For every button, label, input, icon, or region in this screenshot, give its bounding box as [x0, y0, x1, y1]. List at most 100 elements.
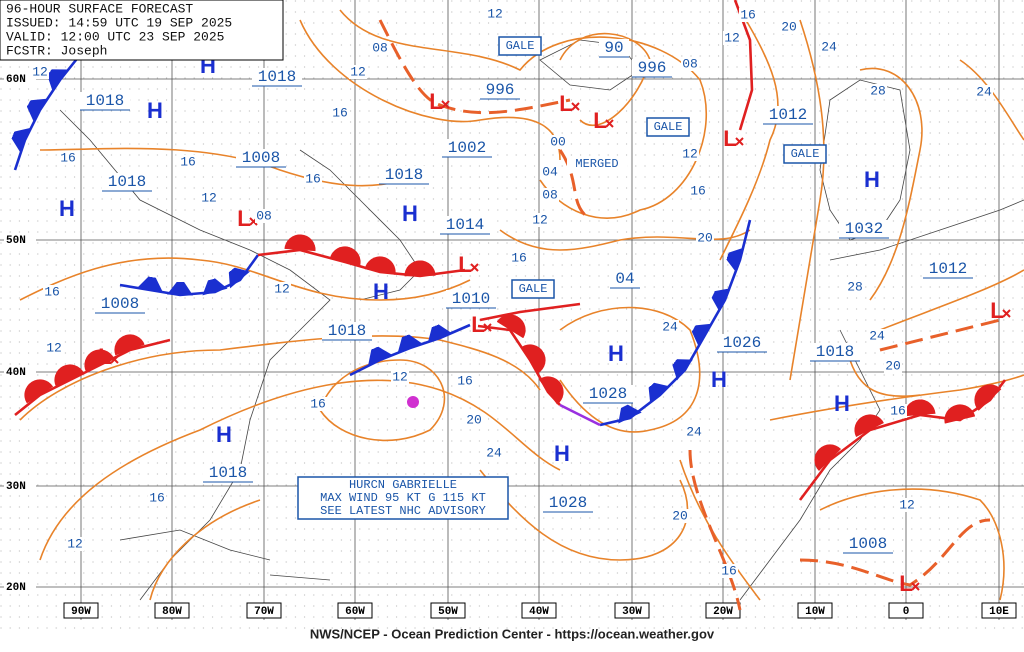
low-symbol: L — [559, 91, 572, 116]
isobar-label-bg — [179, 155, 197, 169]
low-symbol: L — [990, 298, 1003, 323]
isobar-label: 24 — [821, 39, 837, 54]
isobar-label: 16 — [305, 171, 321, 186]
isobar-label: 24 — [869, 328, 885, 343]
isobar-label: 04 — [542, 164, 558, 179]
center-pressure: 1012 — [769, 106, 807, 124]
isobar-label-bg — [780, 20, 798, 34]
low-symbol: L — [593, 108, 606, 133]
pressure-label-box — [252, 68, 302, 86]
longitude-label-box — [430, 602, 466, 619]
isobar-label-bg — [255, 209, 273, 223]
isobar-label: 16 — [740, 7, 756, 22]
pressure-label-box — [599, 39, 629, 57]
isobar-label: 24 — [486, 445, 502, 460]
isobar-label-bg — [541, 165, 559, 179]
low-symbol: L — [429, 89, 442, 114]
isobar-label: 00 — [550, 134, 566, 149]
latitude-label-box — [4, 479, 36, 493]
isobar-label: 28 — [847, 279, 863, 294]
pressure-label-box — [236, 149, 286, 167]
footer-band — [0, 630, 1024, 652]
isobar-label: 16 — [44, 284, 60, 299]
longitude-label-box — [614, 602, 650, 619]
pressure-label-box — [95, 295, 145, 313]
isobar-label: 16 — [890, 403, 906, 418]
low-symbol: L — [98, 344, 111, 369]
center-pressure: 04 — [615, 270, 634, 288]
pressure-label-box — [480, 81, 520, 99]
isobar-label-bg — [43, 285, 61, 299]
center-pressure: 1018 — [258, 68, 296, 86]
longitude-label: 90W — [71, 606, 91, 618]
isobar-label-bg — [456, 374, 474, 388]
footer: NWS/NCEP - Ocean Prediction Center - htt… — [310, 626, 715, 641]
hurricane-text: MAX WIND 95 KT G 115 KT — [320, 491, 486, 505]
longitude-label-box — [337, 602, 373, 619]
low-center-cross — [470, 263, 479, 272]
pressure-label-box — [442, 139, 492, 157]
longitude-label: 20W — [713, 606, 733, 618]
longitude-label: 30W — [622, 606, 642, 618]
isobar-label-bg — [868, 329, 886, 343]
latitude-label: 60N — [6, 74, 26, 86]
latitude-label-box — [4, 580, 36, 594]
isobar-label-bg — [465, 413, 483, 427]
isobar-label: 16 — [457, 373, 473, 388]
isobar-label-bg — [685, 425, 703, 439]
center-pressure: 1008 — [101, 295, 139, 313]
low-center-cross — [911, 582, 920, 591]
isobar-label-bg — [975, 85, 993, 99]
isobar-label: 20 — [885, 358, 901, 373]
isobar-label: 20 — [781, 19, 797, 34]
low-symbol: L — [723, 126, 736, 151]
longitude-label: 60W — [345, 606, 365, 618]
isobar-label: 08 — [372, 40, 388, 55]
isobar-label: 12 — [274, 281, 290, 296]
isobar-label: 12 — [350, 64, 366, 79]
merged-note: MERGED — [575, 157, 618, 171]
isobar-label: 12 — [899, 497, 915, 512]
longitude-label: 10W — [805, 606, 825, 618]
warning-label: GALE — [791, 147, 820, 161]
longitude-label-box — [797, 602, 833, 619]
pressure-label-box — [102, 173, 152, 191]
low-center-cross — [1002, 309, 1011, 318]
center-pressure: 1018 — [108, 173, 146, 191]
isobar-label-bg — [331, 106, 349, 120]
isobar-label-bg — [723, 31, 741, 45]
warning-box — [783, 144, 827, 164]
longitude-label: 80W — [162, 606, 182, 618]
isobar-label: 12 — [201, 190, 217, 205]
pressure-label-box — [717, 334, 767, 352]
isobar-label: 12 — [532, 212, 548, 227]
center-pressure: 996 — [638, 59, 667, 77]
isobar-label: 20 — [697, 230, 713, 245]
pressure-label-box — [80, 92, 130, 110]
latitude-label: 50N — [6, 235, 26, 247]
longitude-label-box — [705, 602, 741, 619]
isobar-label-bg — [486, 7, 504, 21]
isobar-label-bg — [884, 359, 902, 373]
header-box — [0, 0, 284, 61]
low-symbol: L — [458, 252, 471, 277]
isobar-label-bg — [661, 320, 679, 334]
isobar-label: 28 — [870, 83, 886, 98]
isobar-label: 08 — [682, 56, 698, 71]
center-pressure: 1008 — [849, 535, 887, 553]
merged-bg — [567, 156, 627, 172]
pressure-label-box — [583, 385, 633, 403]
longitude-label: 0 — [903, 606, 910, 618]
warning-box — [498, 36, 542, 56]
longitude-label: 50W — [438, 606, 458, 618]
pressure-label-box — [446, 290, 496, 308]
center-pressure: 1018 — [86, 92, 124, 110]
isobar-label-bg — [371, 41, 389, 55]
pressure-label-box — [203, 464, 253, 482]
isobar-label-bg — [689, 184, 707, 198]
high-symbol: H — [59, 196, 75, 221]
isobar-label: 12 — [392, 369, 408, 384]
high-symbol: H — [864, 167, 880, 192]
isobar-label-bg — [309, 397, 327, 411]
